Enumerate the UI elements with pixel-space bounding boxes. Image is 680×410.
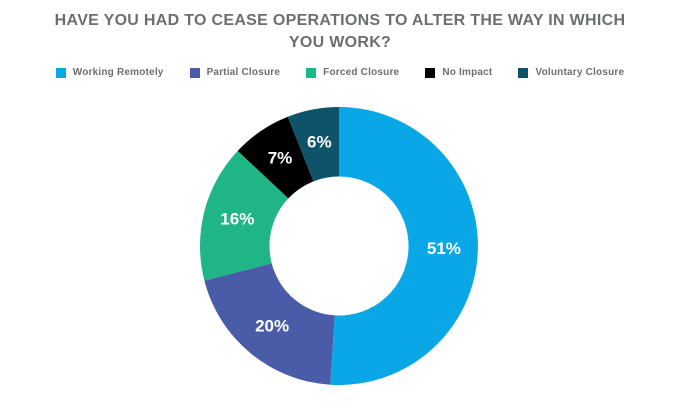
legend-swatch-icon (306, 67, 317, 78)
donut-slice-working-remotely[interactable] (330, 107, 478, 385)
donut-chart: 51%20%16%7%6% (200, 107, 478, 385)
legend-item-no-impact[interactable]: No Impact (425, 67, 492, 78)
donut-slice-partial-closure[interactable] (204, 263, 335, 385)
legend-swatch-icon (425, 67, 436, 78)
legend-swatch-icon (518, 67, 529, 78)
legend: Working Remotely Partial Closure Forced Cl… (0, 67, 680, 78)
legend-item-working-remotely[interactable]: Working Remotely (55, 67, 164, 78)
legend-item-forced-closure[interactable]: Forced Closure (306, 67, 399, 78)
legend-item-voluntary-closure[interactable]: Voluntary Closure (518, 67, 624, 78)
legend-swatch-icon (189, 67, 200, 78)
legend-swatch-icon (55, 67, 66, 78)
legend-label: No Impact (442, 67, 493, 78)
legend-label: Voluntary Closure (535, 67, 625, 78)
legend-item-partial-closure[interactable]: Partial Closure (189, 67, 281, 78)
legend-label: Forced Closure (323, 67, 400, 78)
legend-label: Partial Closure (206, 67, 281, 78)
donut-slice-no-impact[interactable] (237, 116, 314, 199)
donut-slice-voluntary-closure[interactable] (287, 107, 339, 182)
chart-title: HAVE YOU HAD TO CEASE OPERATIONS TO ALTE… (54, 12, 626, 51)
donut-slice-forced-closure[interactable] (200, 150, 289, 281)
legend-label: Working Remotely (72, 67, 164, 78)
